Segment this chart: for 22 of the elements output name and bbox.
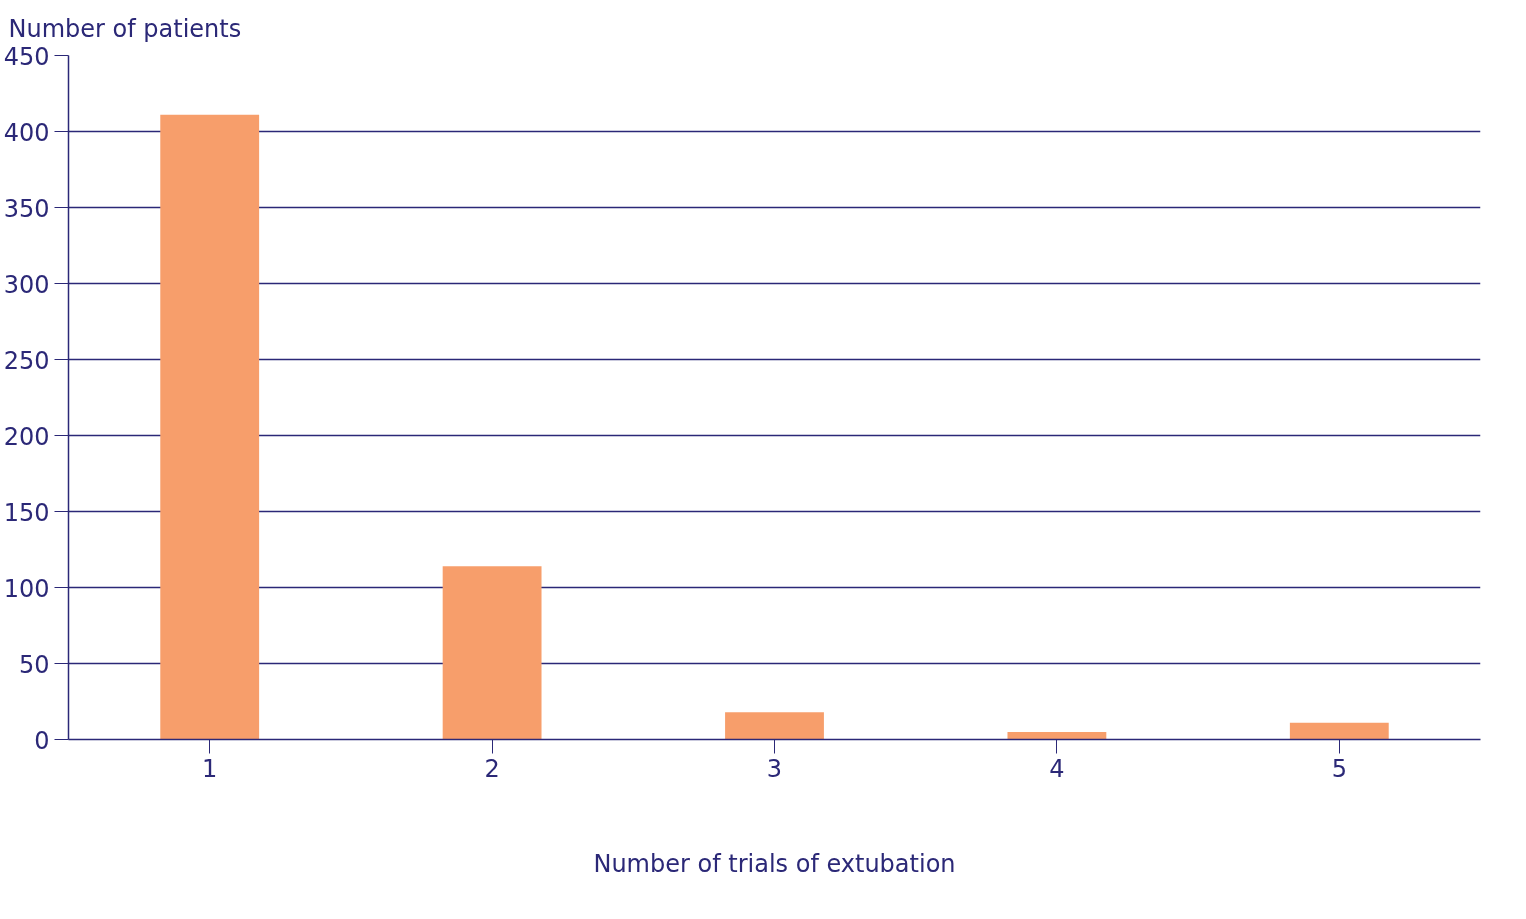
y-tick-label: 300	[3, 270, 50, 299]
y-tick-label: 250	[3, 346, 50, 375]
y-axis-title: Number of patients	[8, 15, 242, 43]
y-tick-label: 450	[3, 42, 50, 71]
y-tick-label: 50	[18, 650, 50, 679]
y-tick-label: 150	[3, 498, 50, 527]
x-tick-label: 1	[202, 754, 218, 783]
bar	[1007, 731, 1107, 740]
x-tick-label: 3	[766, 754, 783, 783]
bar	[442, 566, 542, 740]
bar	[1289, 722, 1389, 740]
x-tick-label: 2	[484, 754, 500, 783]
y-tick-label: 400	[3, 118, 50, 147]
y-tick-label: 200	[3, 422, 50, 451]
x-tick-label: 4	[1049, 754, 1065, 783]
y-tick-label: 350	[3, 194, 50, 223]
y-tick-label: 100	[3, 574, 50, 603]
x-axis-title: Number of trials of extubation	[593, 849, 956, 878]
bar	[160, 114, 260, 740]
y-tick-label: 0	[34, 726, 50, 755]
x-tick-label: 5	[1331, 754, 1347, 783]
bar	[725, 712, 824, 740]
